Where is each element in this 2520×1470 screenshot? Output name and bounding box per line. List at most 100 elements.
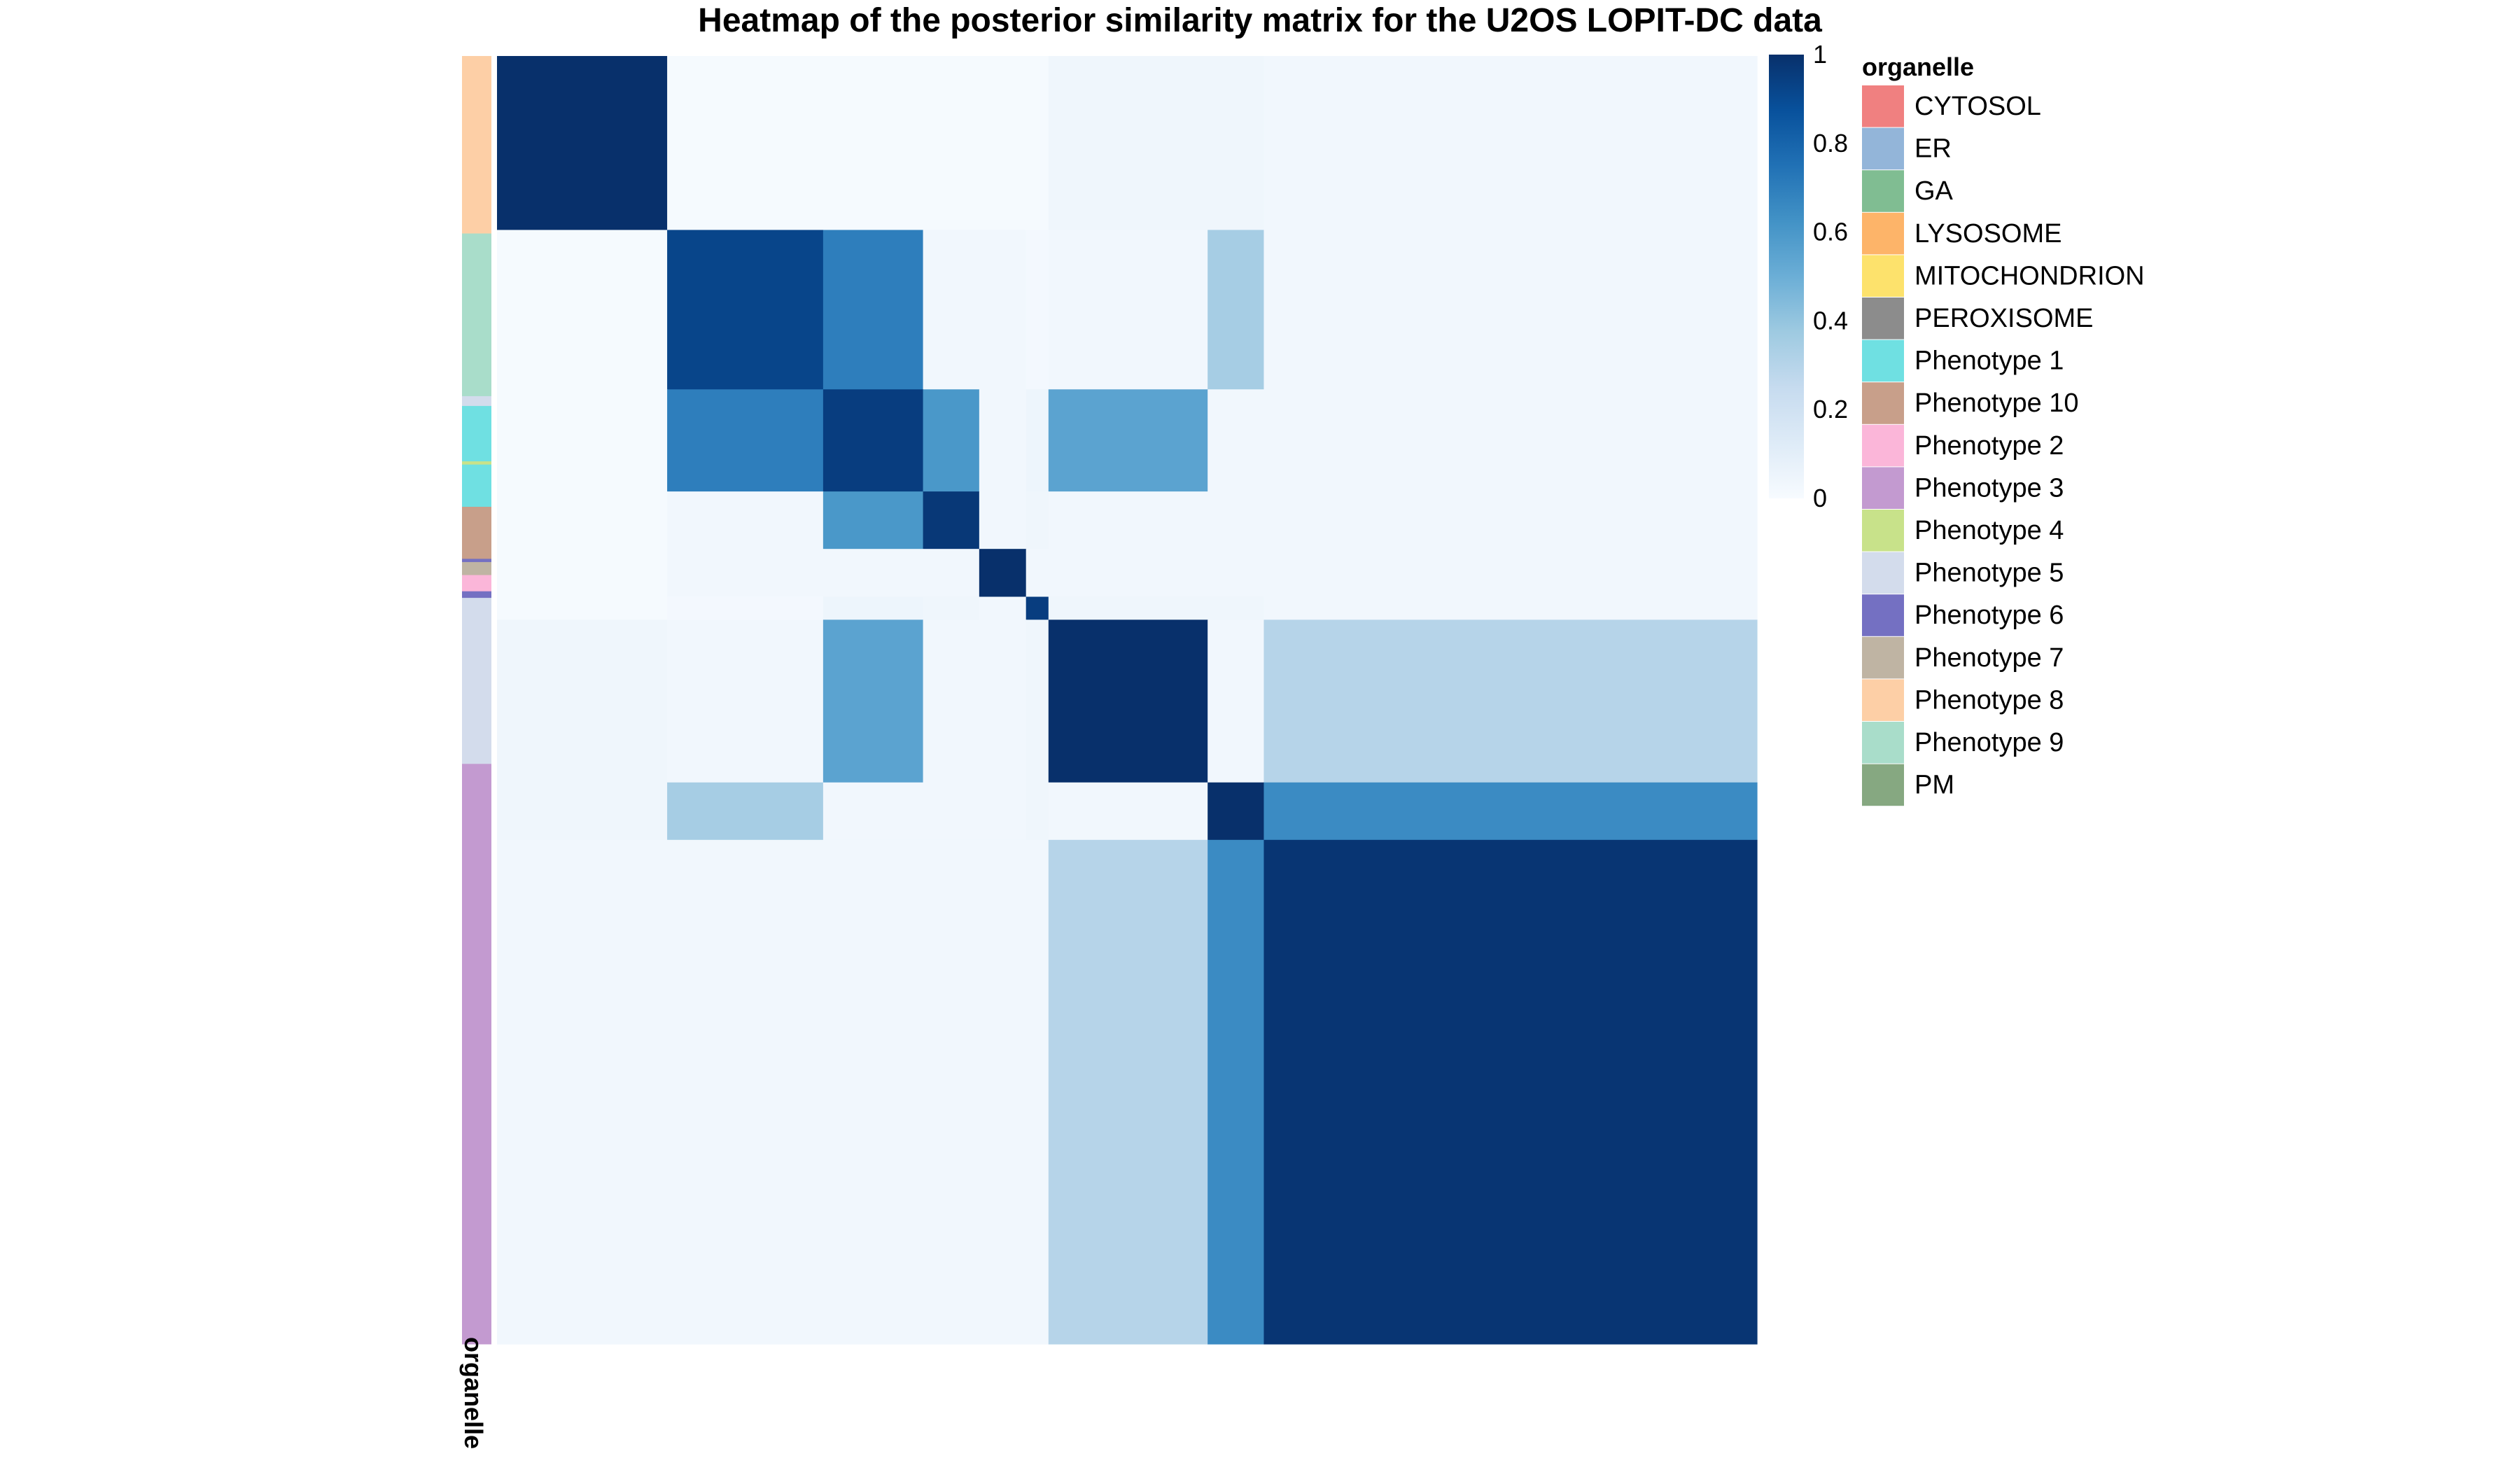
heatmap-cell-8-4 xyxy=(979,839,1027,1345)
heatmap-cell-4-1 xyxy=(667,549,824,598)
heatmap-cell-8-1 xyxy=(667,839,824,1345)
legend-label-16: PM xyxy=(1914,771,1954,800)
heatmap-cell-1-6 xyxy=(1048,230,1208,390)
heatmap-cell-6-0 xyxy=(497,620,668,783)
heatmap-cell-7-8 xyxy=(1264,782,1758,841)
legend-title: organelle xyxy=(1862,52,1974,81)
legend-swatch-3 xyxy=(1862,212,1904,255)
legend-swatch-16 xyxy=(1862,764,1904,806)
legend-label-3: LYSOSOME xyxy=(1914,219,2062,248)
legend-swatch-6 xyxy=(1862,340,1904,382)
heatmap-cell-5-5 xyxy=(1026,596,1049,620)
annotation-segment-1 xyxy=(462,233,491,397)
heatmap-cell-6-5 xyxy=(1026,620,1049,783)
heatmap-cell-4-8 xyxy=(1264,549,1758,598)
heatmap-cell-0-7 xyxy=(1208,56,1265,231)
legend-swatch-7 xyxy=(1862,382,1904,424)
legend-swatch-14 xyxy=(1862,679,1904,721)
heatmap-cell-4-2 xyxy=(822,549,924,598)
heatmap-cell-1-4 xyxy=(979,230,1027,390)
heatmap-cell-6-8 xyxy=(1264,620,1758,783)
heatmap-cell-8-5 xyxy=(1026,839,1049,1345)
legend-swatch-5 xyxy=(1862,298,1904,340)
heatmap-cell-6-7 xyxy=(1208,620,1265,783)
heatmap-cell-1-3 xyxy=(923,230,980,390)
legend-label-7: Phenotype 10 xyxy=(1914,388,2079,418)
legend-label-11: Phenotype 5 xyxy=(1914,559,2064,588)
annotation-segment-7 xyxy=(462,559,491,563)
legend-swatch-1 xyxy=(1862,127,1904,170)
legend-swatch-2 xyxy=(1862,170,1904,212)
legend-label-1: ER xyxy=(1914,134,1952,164)
annotation-segment-12 xyxy=(462,764,491,1345)
legend-label-14: Phenotype 8 xyxy=(1914,685,2064,715)
legend-swatch-11 xyxy=(1862,552,1904,594)
heatmap-cell-4-5 xyxy=(1026,549,1049,598)
legend-swatch-8 xyxy=(1862,424,1904,467)
heatmap-cell-5-6 xyxy=(1048,596,1208,620)
heatmap-cell-0-6 xyxy=(1048,56,1208,231)
legend-label-8: Phenotype 2 xyxy=(1914,431,2064,461)
heatmap-cell-0-8 xyxy=(1264,56,1758,231)
heatmap-cell-0-4 xyxy=(979,56,1027,231)
legend-label-15: Phenotype 9 xyxy=(1914,728,2064,757)
heatmap-cell-3-8 xyxy=(1264,491,1758,550)
heatmap-cell-2-2 xyxy=(822,389,924,492)
heatmap-cell-2-0 xyxy=(497,389,668,492)
colorbar-tick-label: 0.8 xyxy=(1813,129,1848,158)
heatmap-cell-5-1 xyxy=(667,596,824,620)
heatmap-cell-5-8 xyxy=(1264,596,1758,620)
heatmap-cell-8-2 xyxy=(822,839,924,1345)
heatmap-cell-3-2 xyxy=(822,491,924,550)
heatmap-cell-5-0 xyxy=(497,596,668,620)
heatmap-cell-4-7 xyxy=(1208,549,1265,598)
heatmap-cell-7-4 xyxy=(979,782,1027,841)
legend-label-10: Phenotype 4 xyxy=(1914,516,2064,545)
legend-label-4: MITOCHONDRION xyxy=(1914,261,2145,290)
heatmap-cell-4-0 xyxy=(497,549,668,598)
colorbar xyxy=(1769,55,1804,498)
heatmap-cell-0-1 xyxy=(667,56,824,231)
annotation-segment-0 xyxy=(462,56,491,234)
heatmap-cell-4-4 xyxy=(979,549,1027,598)
legend-label-12: Phenotype 6 xyxy=(1914,601,2064,630)
heatmap-cell-0-2 xyxy=(822,56,924,231)
annotation-segment-5 xyxy=(462,464,491,507)
annotation-segment-10 xyxy=(462,591,491,598)
heatmap-cell-0-0 xyxy=(497,56,668,231)
heatmap-cell-6-3 xyxy=(923,620,980,783)
heatmap-cell-3-1 xyxy=(667,491,824,550)
heatmap-cell-4-3 xyxy=(923,549,980,598)
heatmap-cell-2-7 xyxy=(1208,389,1265,492)
colorbar-tick-label: 0 xyxy=(1813,484,1827,512)
colorbar-tick-label: 1 xyxy=(1813,40,1827,69)
colorbar-tick-label: 0.6 xyxy=(1813,218,1848,246)
heatmap-cell-8-8 xyxy=(1264,839,1758,1345)
heatmap-cell-3-7 xyxy=(1208,491,1265,550)
heatmap-cell-1-8 xyxy=(1264,230,1758,390)
heatmap-cells xyxy=(497,56,1758,1345)
heatmap-cell-7-3 xyxy=(923,782,980,841)
heatmap-cell-5-3 xyxy=(923,596,980,620)
heatmap-cell-7-6 xyxy=(1048,782,1208,841)
legend-swatch-15 xyxy=(1862,722,1904,764)
heatmap-cell-0-5 xyxy=(1026,56,1049,231)
heatmap-cell-3-6 xyxy=(1048,491,1208,550)
legend-swatch-13 xyxy=(1862,636,1904,679)
heatmap-cell-5-7 xyxy=(1208,596,1265,620)
heatmap-cell-0-3 xyxy=(923,56,980,231)
heatmap-cell-7-7 xyxy=(1208,782,1265,841)
heatmap-cell-7-0 xyxy=(497,782,668,841)
legend-label-13: Phenotype 7 xyxy=(1914,643,2064,673)
heatmap-cell-6-4 xyxy=(979,620,1027,783)
legend-label-2: GA xyxy=(1914,176,1954,206)
heatmap-cell-1-0 xyxy=(497,230,668,390)
heatmap-cell-8-7 xyxy=(1208,839,1265,1345)
legend-label-6: Phenotype 1 xyxy=(1914,346,2064,376)
annotation-segment-11 xyxy=(462,598,491,764)
heatmap-cell-3-3 xyxy=(923,491,980,550)
heatmap-cell-5-4 xyxy=(979,596,1027,620)
legend-swatch-4 xyxy=(1862,255,1904,297)
legend-swatch-0 xyxy=(1862,85,1904,127)
